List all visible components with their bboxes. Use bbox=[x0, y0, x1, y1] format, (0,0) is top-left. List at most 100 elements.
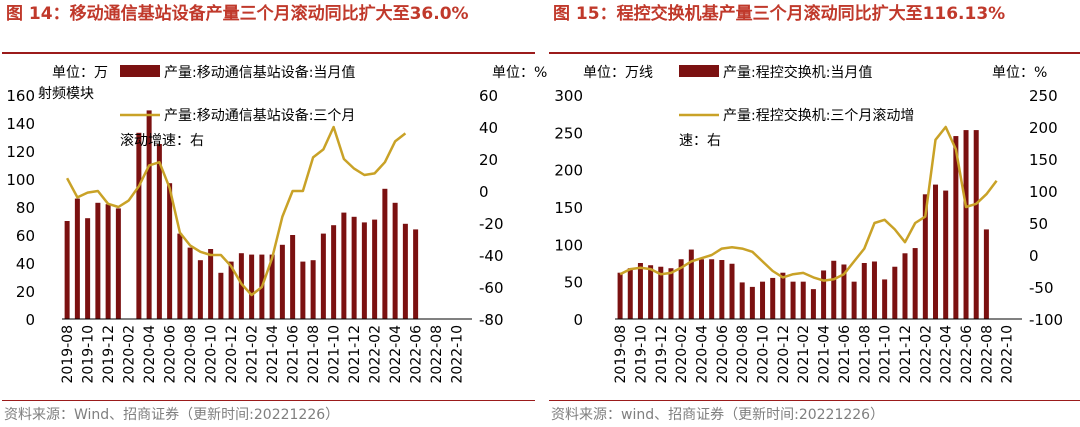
x-tick-label: 2022-02 bbox=[368, 325, 384, 384]
x-tick-label: 2022-02 bbox=[918, 325, 934, 384]
bar bbox=[729, 263, 735, 319]
y-tick-left: 250 bbox=[554, 124, 583, 142]
unit-left: 单位：万线 bbox=[583, 65, 653, 81]
unit-left: 单位：万 bbox=[52, 65, 108, 81]
bar bbox=[861, 263, 867, 319]
y-tick-left: 200 bbox=[554, 162, 583, 180]
legend-line-label: 滚动增速：右 bbox=[120, 132, 204, 149]
y-tick-right: 100 bbox=[1029, 183, 1058, 201]
legend-bar-label: 产量:移动通信基站设备:当月值 bbox=[164, 64, 355, 81]
bar bbox=[238, 253, 244, 319]
bar bbox=[136, 132, 142, 319]
bar bbox=[228, 261, 234, 319]
chart-canvas: 0 20 40 60 80 100 120 140 160 -80 -60 -40 -20 0 20 40 60… bbox=[6, 64, 547, 384]
bar bbox=[218, 272, 224, 319]
y-tick-right: 20 bbox=[479, 151, 498, 169]
y-tick-left: 100 bbox=[554, 236, 583, 254]
bar bbox=[269, 254, 275, 319]
bar bbox=[739, 282, 745, 319]
x-tick-label: 2022-08 bbox=[979, 325, 995, 384]
legend-line-label: 产量:移动通信基站设备:三个月 bbox=[164, 107, 355, 124]
x-tick-label: 2019-10 bbox=[81, 325, 97, 384]
y-tick-right: 40 bbox=[479, 119, 498, 137]
y-tick-left: 100 bbox=[6, 171, 35, 189]
bar bbox=[902, 253, 908, 319]
x-tick-label: 2020-12 bbox=[224, 325, 240, 384]
bar bbox=[688, 249, 694, 319]
legend-bar-swatch bbox=[120, 65, 160, 77]
source-rule bbox=[2, 400, 535, 401]
y-tick-left: 0 bbox=[573, 311, 583, 329]
bar bbox=[290, 235, 296, 319]
bar bbox=[800, 281, 806, 319]
bar bbox=[300, 261, 306, 319]
bar bbox=[331, 225, 337, 319]
bar bbox=[146, 110, 152, 320]
bar bbox=[197, 260, 203, 319]
bar bbox=[279, 244, 285, 319]
x-tick-label: 2021-08 bbox=[306, 325, 322, 384]
bar bbox=[912, 248, 918, 319]
bar bbox=[892, 266, 898, 319]
x-tick-label: 2020-10 bbox=[204, 325, 220, 384]
bar bbox=[648, 265, 654, 319]
series-line bbox=[619, 125, 998, 282]
bar bbox=[361, 222, 367, 319]
x-tick-label: 2021-12 bbox=[347, 325, 363, 384]
x-tick-label: 2021-04 bbox=[817, 325, 833, 384]
x-tick-label: 2020-06 bbox=[163, 325, 179, 384]
bar bbox=[983, 229, 989, 319]
bar bbox=[841, 264, 847, 319]
y-tick-right: -80 bbox=[479, 311, 504, 329]
y-tick-right: -50 bbox=[1029, 279, 1054, 297]
y-tick-right: 200 bbox=[1029, 119, 1058, 137]
y-tick-left: 20 bbox=[16, 283, 35, 301]
bar bbox=[933, 184, 939, 319]
y-tick-left: 60 bbox=[16, 227, 35, 245]
bar bbox=[310, 260, 316, 319]
bar bbox=[668, 268, 674, 319]
x-tick-label: 2022-10 bbox=[450, 325, 466, 384]
y-tick-right: 0 bbox=[479, 183, 489, 201]
x-tick-label: 2022-06 bbox=[959, 325, 975, 384]
bar bbox=[709, 259, 715, 319]
x-tick-label: 2020-02 bbox=[674, 325, 690, 384]
unit-right: 单位：% bbox=[992, 65, 1047, 81]
bar bbox=[831, 260, 837, 319]
bar bbox=[167, 183, 173, 319]
bar bbox=[74, 198, 80, 319]
bar bbox=[953, 136, 959, 319]
bar bbox=[105, 204, 111, 319]
y-tick-left: 160 bbox=[6, 87, 35, 105]
x-tick-label: 2019-08 bbox=[613, 325, 629, 384]
bar bbox=[658, 266, 664, 319]
bar bbox=[341, 212, 347, 319]
series-line bbox=[65, 125, 407, 297]
source-note: 资料来源：Wind、招商证券（更新时间:20221226） bbox=[4, 407, 340, 423]
x-tick-label: 2020-08 bbox=[735, 325, 751, 384]
x-tick-label: 2021-12 bbox=[898, 325, 914, 384]
y-tick-left: 120 bbox=[6, 143, 35, 161]
bar bbox=[372, 219, 378, 319]
bar bbox=[882, 279, 888, 319]
bar bbox=[821, 270, 827, 319]
title-rule bbox=[549, 52, 1080, 54]
bar bbox=[871, 261, 877, 319]
source-rule bbox=[549, 400, 1080, 401]
x-tick-label: 2020-04 bbox=[142, 325, 158, 384]
bar bbox=[351, 216, 357, 319]
bar bbox=[413, 229, 419, 319]
y-tick-right: 50 bbox=[1029, 215, 1048, 233]
source-note: 资料来源：wind、招商证券（更新时间:20221226） bbox=[551, 407, 885, 423]
y-tick-right: 60 bbox=[479, 87, 498, 105]
bar bbox=[698, 259, 704, 319]
bar bbox=[760, 281, 766, 319]
bar bbox=[943, 190, 949, 319]
bar bbox=[115, 208, 121, 319]
chart-panel-left: 图 14：移动通信基站设备产量三个月滚动同比扩大至36.0% 0 20 40 60 80… bbox=[2, 0, 547, 427]
bar bbox=[249, 254, 255, 319]
chart-title: 图 14：移动通信基站设备产量三个月滚动同比扩大至36.0% bbox=[6, 4, 469, 24]
bar bbox=[678, 259, 684, 319]
x-tick-label: 2021-08 bbox=[857, 325, 873, 384]
bar bbox=[95, 202, 101, 319]
